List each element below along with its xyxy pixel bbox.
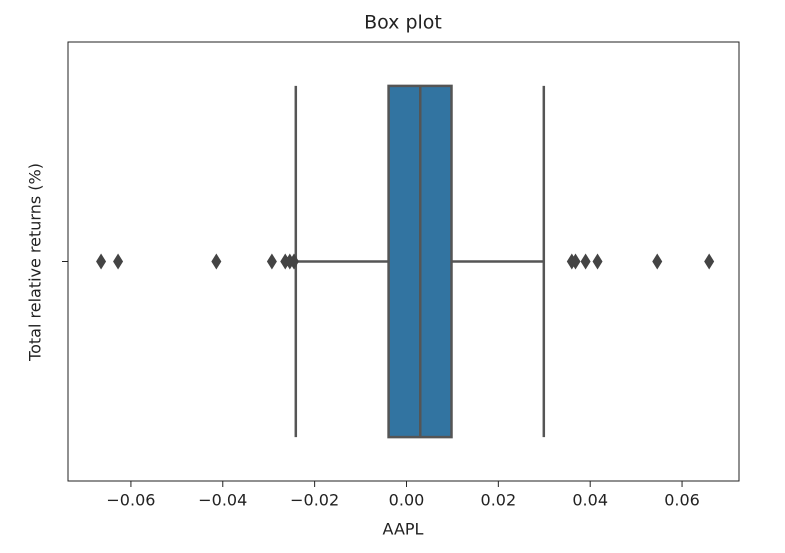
x-tick-label: −0.02 [290,491,339,510]
outlier [266,253,277,270]
outlier [211,253,222,270]
x-tick-label: −0.04 [198,491,247,510]
x-tick-label: 0.04 [572,491,608,510]
x-tick-label: 0.00 [389,491,425,510]
outlier [592,253,603,270]
x-tick-label: 0.02 [481,491,517,510]
outlier [580,253,591,270]
outlier [570,253,581,270]
outlier [96,253,107,270]
x-axis-label: AAPL [383,520,424,539]
x-tick-label: 0.06 [664,491,700,510]
outlier [113,253,124,270]
y-axis-label: Total relative returns (%) [26,163,45,362]
outlier [704,253,715,270]
outlier [652,253,663,270]
plot-frame [67,41,740,482]
outlier [288,253,299,270]
chart-title: Box plot [364,12,442,34]
x-tick-label: −0.06 [106,491,155,510]
